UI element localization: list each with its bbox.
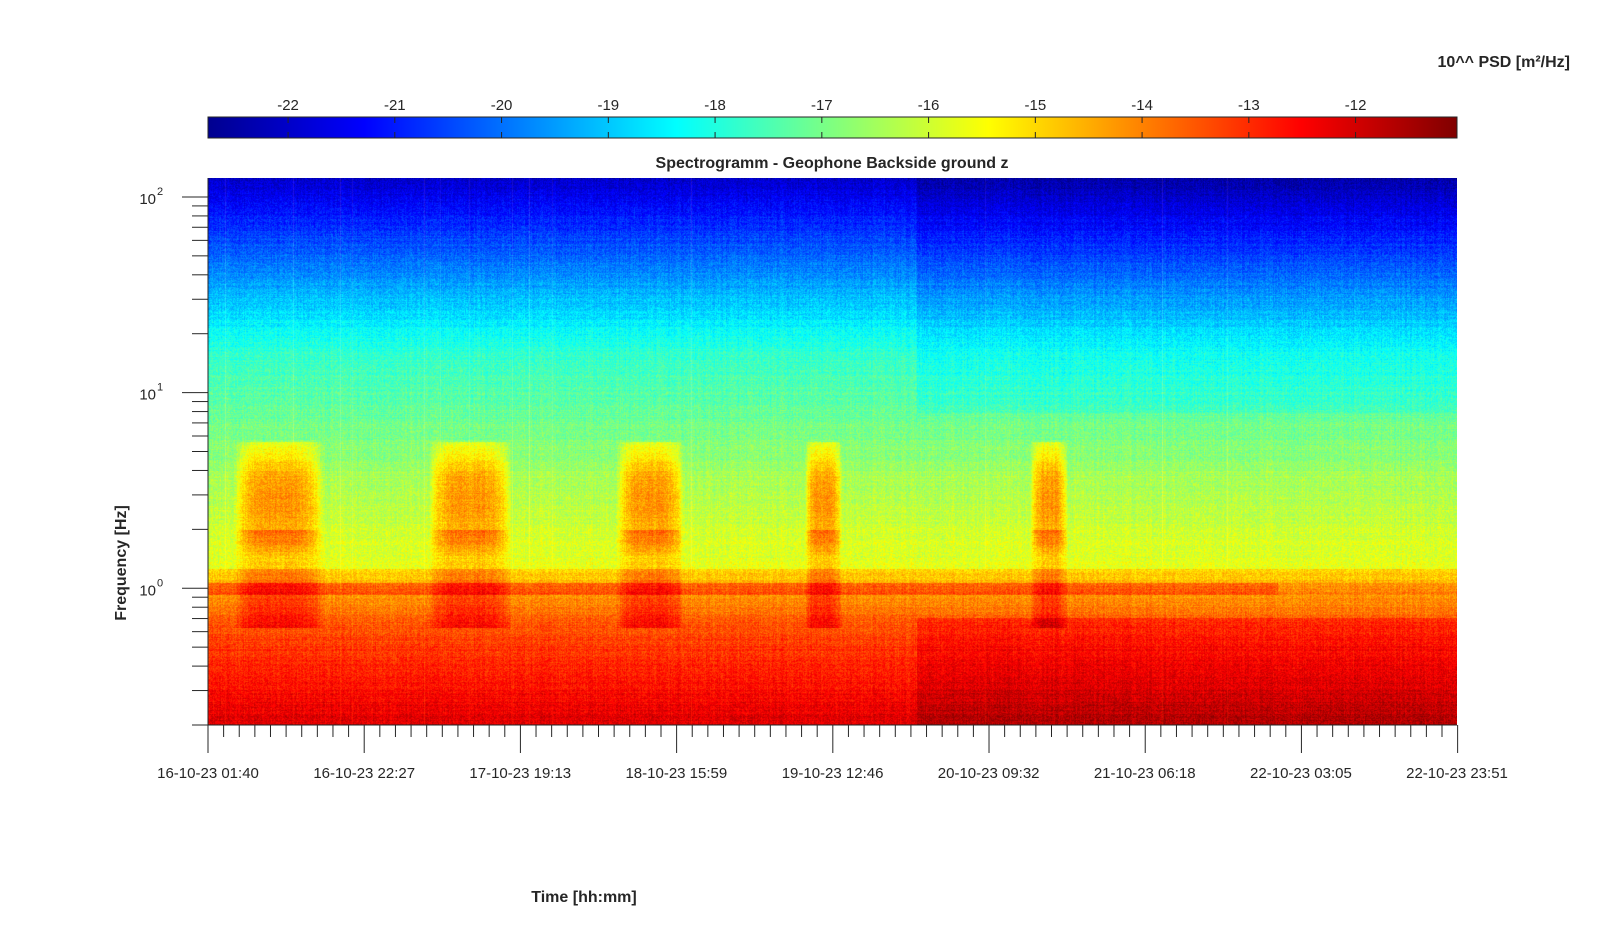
y-tick-label: 10 2 bbox=[139, 186, 163, 208]
x-tick-label: 22-10-23 23:51 bbox=[1406, 765, 1508, 782]
colorbar-ticks bbox=[287, 117, 1357, 138]
y-tick-label-exponent: 2 bbox=[157, 186, 163, 198]
colorbar bbox=[207, 116, 1458, 139]
colorbar-tick-label: -17 bbox=[811, 97, 833, 114]
colorbar-tick-label: -20 bbox=[491, 97, 513, 114]
colorbar-tick-label: -16 bbox=[918, 97, 940, 114]
x-tick-label: 16-10-23 22:27 bbox=[313, 765, 415, 782]
x-tick-label: 22-10-23 03:05 bbox=[1250, 765, 1352, 782]
x-tick-label: 18-10-23 15:59 bbox=[625, 765, 727, 782]
colorbar-tick-labels: -22 -21 -20 -19 -18 -17 -16 -15 -14 -13 -12 bbox=[277, 97, 1366, 114]
x-tick-label: 20-10-23 09:32 bbox=[938, 765, 1040, 782]
y-tick-label: 10 0 bbox=[139, 577, 163, 599]
x-tick-label: 19-10-23 12:46 bbox=[782, 765, 884, 782]
colorbar-tick-label: -14 bbox=[1131, 97, 1153, 114]
colorbar-label: 10^^ PSD [m²/Hz] bbox=[1438, 54, 1570, 71]
y-tick-label-base: 10 bbox=[139, 582, 156, 599]
x-tick-label: 17-10-23 19:13 bbox=[469, 765, 571, 782]
colorbar-tick-label: -15 bbox=[1024, 97, 1046, 114]
y-tick-label-base: 10 bbox=[139, 191, 156, 208]
y-tick-label-base: 10 bbox=[139, 387, 156, 404]
colorbar-tick-label: -22 bbox=[277, 97, 299, 114]
colorbar-tick-label: -19 bbox=[597, 97, 619, 114]
chart-title: Spectrogramm - Geophone Backside ground … bbox=[656, 155, 1009, 172]
y-axis-label: Frequency [Hz] bbox=[113, 505, 130, 621]
x-tick-label: 21-10-23 06:18 bbox=[1094, 765, 1196, 782]
colorbar-tick-label: -18 bbox=[704, 97, 726, 114]
y-tick-label: 10 1 bbox=[139, 382, 163, 404]
x-tick-label: 16-10-23 01:40 bbox=[157, 765, 259, 782]
x-axis: 16-10-23 01:40 16-10-23 22:27 17-10-23 19:… bbox=[157, 724, 1508, 782]
x-axis-label: Time [hh:mm] bbox=[531, 889, 636, 906]
colorbar-tick-label: -13 bbox=[1238, 97, 1260, 114]
colorbar-tick-label: -12 bbox=[1345, 97, 1367, 114]
colorbar-tick-label: -21 bbox=[384, 97, 406, 114]
y-tick-label-exponent: 1 bbox=[157, 382, 163, 394]
spectrogram-heatmap bbox=[208, 178, 1457, 725]
y-tick-label-exponent: 0 bbox=[157, 577, 163, 589]
